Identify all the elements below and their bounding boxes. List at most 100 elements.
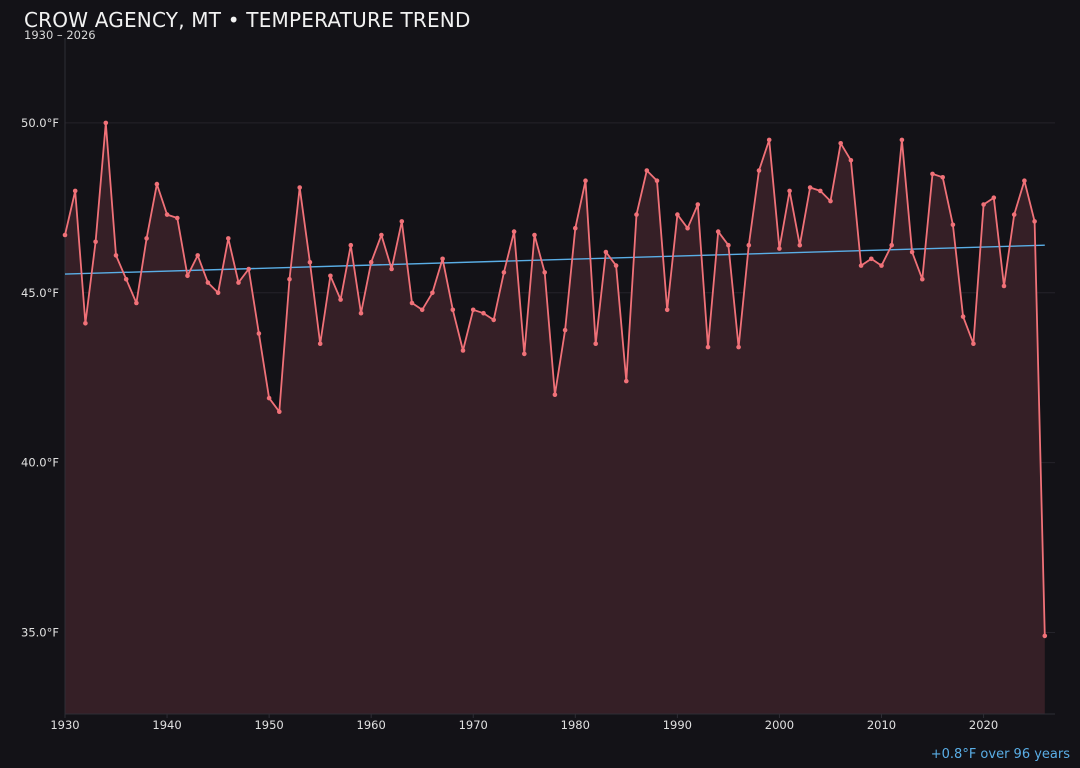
data-point: [481, 310, 486, 316]
x-tick-label: 2010: [867, 718, 896, 732]
axis-layer: [64, 38, 1055, 715]
data-point: [154, 181, 160, 187]
data-point: [440, 256, 445, 262]
data-point: [134, 300, 139, 306]
data-point: [930, 171, 935, 177]
data-point: [593, 341, 598, 347]
x-tick-label: 1940: [152, 718, 181, 732]
data-point: [818, 188, 823, 194]
x-tick-label: 1970: [459, 718, 488, 732]
data-point: [379, 232, 384, 238]
data-point: [338, 297, 343, 302]
data-point: [419, 307, 425, 313]
data-point: [675, 212, 680, 217]
data-point: [1032, 219, 1037, 224]
chart-subtitle: 1930 – 2026: [24, 28, 96, 42]
data-point: [858, 263, 864, 268]
data-point: [175, 215, 180, 221]
data-point: [828, 198, 833, 204]
data-point: [297, 185, 303, 190]
y-tick-label: 40.0°F: [21, 456, 59, 470]
data-point: [766, 137, 772, 143]
data-point: [552, 392, 558, 398]
y-tick-labels: 35.0°F 40.0°F 45.0°F 50.0°F: [21, 116, 59, 640]
trend-line: [64, 244, 1045, 275]
data-point: [971, 341, 976, 347]
data-point: [389, 266, 394, 272]
data-point: [848, 158, 854, 163]
x-tick-label: 2000: [765, 718, 794, 732]
data-point: [93, 239, 98, 245]
x-tick-label: 2020: [969, 718, 998, 732]
data-point: [368, 259, 374, 265]
data-point: [266, 395, 272, 401]
data-point: [807, 185, 813, 190]
data-point: [164, 212, 170, 217]
data-point: [348, 242, 354, 248]
data-point: [940, 175, 945, 180]
data-point: [256, 331, 262, 336]
data-point: [72, 188, 78, 194]
data-point: [756, 168, 762, 173]
data-point: [195, 253, 200, 258]
data-point: [358, 310, 364, 316]
data-point: [236, 280, 241, 285]
data-point: [1011, 212, 1017, 217]
x-tick-labels: 1930 1940 1950 1960 1970 1980 1990 2000 2010 2020: [50, 714, 998, 732]
data-point: [409, 300, 415, 306]
data-point: [797, 242, 803, 248]
data-point: [83, 321, 88, 326]
data-point: [777, 246, 782, 251]
data-point: [277, 409, 282, 415]
data-point: [470, 307, 476, 313]
data-point: [532, 232, 537, 238]
data-point: [562, 327, 568, 333]
data-point: [522, 351, 527, 357]
data-point: [838, 141, 843, 146]
data-point: [583, 178, 588, 183]
data-point: [950, 222, 956, 228]
data-point: [869, 256, 874, 262]
points-layer: [62, 120, 1048, 639]
data-point: [501, 270, 507, 275]
data-point: [603, 249, 609, 255]
y-tick-label: 35.0°F: [21, 625, 59, 639]
data-point: [909, 249, 915, 255]
data-point: [981, 202, 986, 207]
data-point: [491, 317, 497, 323]
data-point: [960, 314, 966, 319]
data-point: [726, 242, 731, 248]
data-point: [215, 290, 221, 296]
data-point: [62, 232, 68, 238]
data-point: [991, 195, 997, 200]
x-tick-label: 1950: [254, 718, 283, 732]
data-point: [705, 344, 711, 350]
data-point: [399, 219, 405, 224]
area-fill: [65, 122, 1045, 714]
data-point: [920, 276, 925, 282]
data-point: [460, 348, 466, 353]
data-point: [226, 236, 231, 241]
data-point: [695, 202, 701, 207]
data-point: [787, 188, 792, 194]
data-point: [573, 225, 578, 231]
data-point: [430, 290, 435, 296]
data-point: [664, 307, 670, 313]
data-point: [307, 259, 313, 265]
data-point: [246, 266, 251, 272]
data-point: [317, 341, 323, 347]
data-point: [450, 307, 456, 313]
data-point: [1022, 178, 1027, 183]
data-point: [685, 225, 690, 231]
data-point: [144, 236, 149, 241]
data-point: [654, 178, 660, 183]
data-point: [328, 273, 333, 279]
y-tick-label: 45.0°F: [21, 286, 59, 300]
data-point: [113, 253, 119, 258]
trend-summary: +0.8°F over 96 years: [930, 747, 1070, 762]
data-point: [542, 270, 547, 275]
data-point: [1001, 283, 1007, 289]
data-point: [123, 276, 129, 282]
data-point: [879, 263, 884, 268]
